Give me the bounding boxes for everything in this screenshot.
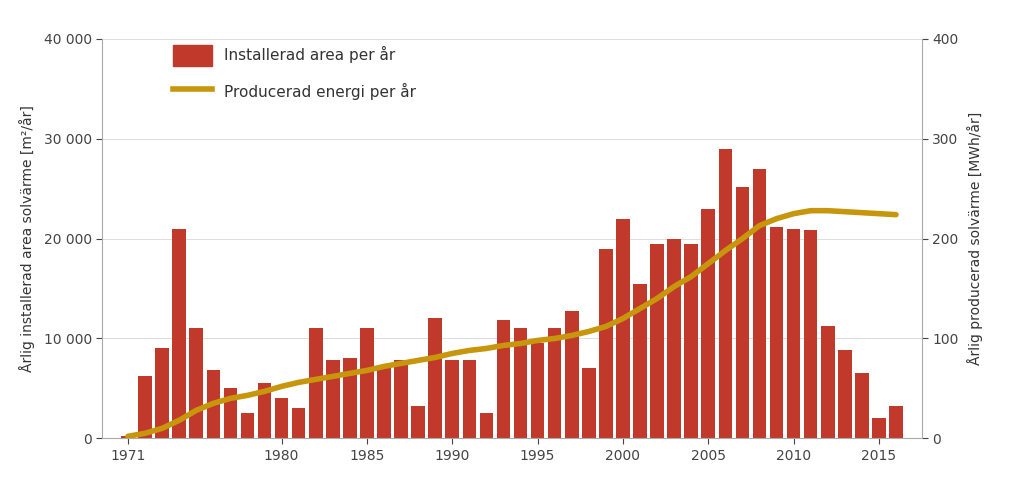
Bar [138,376,152,438]
Bar [872,418,886,438]
Bar [616,219,630,438]
Bar [172,229,186,438]
Bar [497,320,510,438]
Bar [668,239,681,438]
Y-axis label: Årlig producerad solvärme [MWh/år]: Årlig producerad solvärme [MWh/år] [967,112,983,365]
Bar [548,328,561,438]
Bar [428,318,442,438]
Bar [804,230,817,438]
Bar [360,328,374,438]
Bar [855,374,868,438]
Bar [582,368,596,438]
Bar [514,328,527,438]
Bar [838,351,852,438]
Bar [719,149,732,438]
Bar [258,383,271,438]
Bar [786,229,801,438]
Bar [121,436,135,438]
Bar [274,398,289,438]
Bar [377,368,391,438]
Bar [633,283,647,438]
Bar [445,360,459,438]
Bar [821,326,835,438]
Bar [530,343,545,438]
Bar [650,244,664,438]
Bar [889,406,903,438]
Bar [292,408,305,438]
Bar [241,413,254,438]
Bar [479,413,494,438]
Bar [223,389,238,438]
Bar [463,360,476,438]
Bar [565,311,579,438]
Y-axis label: Årlig installerad area solvärme [m²/år]: Årlig installerad area solvärme [m²/år] [19,105,36,372]
Bar [189,328,203,438]
Bar [394,360,408,438]
Bar [156,349,169,438]
Legend: Installerad area per år, Producerad energi per år: Installerad area per år, Producerad ener… [167,38,422,110]
Bar [684,244,698,438]
Bar [753,169,766,438]
Bar [309,328,323,438]
Bar [326,360,340,438]
Bar [735,187,750,438]
Bar [701,208,715,438]
Bar [343,358,356,438]
Bar [207,371,220,438]
Bar [770,226,783,438]
Bar [412,406,425,438]
Bar [599,248,612,438]
